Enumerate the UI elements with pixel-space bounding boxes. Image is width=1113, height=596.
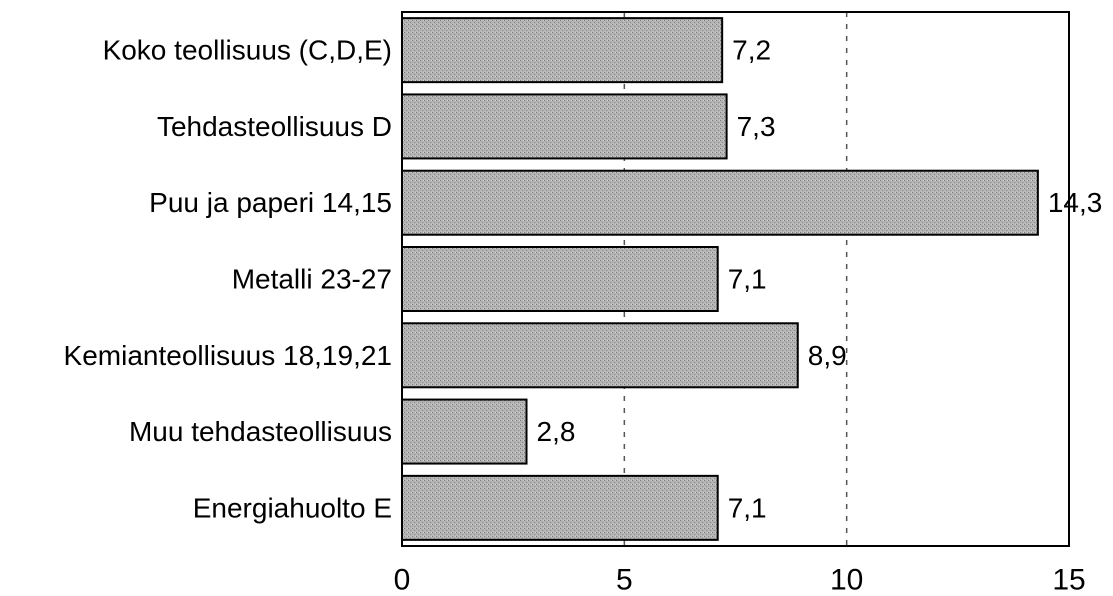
bar-5 [401, 322, 799, 389]
value-label-5: 8,9 [808, 340, 847, 371]
x-axis-ticks: 0 5 10 15 [394, 564, 1086, 596]
bar-1 [401, 17, 724, 84]
bar-4 [401, 246, 719, 312]
category-label-7: Energiahuolto E [193, 492, 392, 523]
value-label-7: 7,1 [728, 492, 767, 523]
bar-7 [401, 474, 719, 541]
category-labels: Koko teollisuus (C,D,E) Tehdasteollisuus … [64, 35, 392, 524]
value-label-4: 7,1 [728, 264, 767, 295]
value-label-3: 14,3 [1048, 187, 1103, 218]
category-label-5: Kemianteollisuus 18,19,21 [64, 340, 392, 371]
x-tick-label-15: 15 [1052, 564, 1085, 596]
x-tick-label-10: 10 [830, 564, 863, 596]
category-label-4: Metalli 23-27 [232, 264, 392, 295]
plot-area-frame [401, 11, 1070, 547]
category-label-6: Muu tehdasteollisuus [129, 416, 392, 447]
bar-3 [401, 169, 1039, 236]
bar-6 [401, 398, 528, 465]
value-label-1: 7,2 [732, 35, 771, 66]
category-label-1: Koko teollisuus (C,D,E) [103, 35, 392, 66]
category-label-2: Tehdasteollisuus D [157, 111, 392, 142]
bar-2 [401, 93, 728, 160]
bars [401, 17, 1039, 541]
x-tick-label-5: 5 [616, 564, 633, 596]
category-label-3: Puu ja paperi 14,15 [149, 187, 392, 218]
value-label-6: 2,8 [537, 416, 576, 447]
value-label-2: 7,3 [737, 111, 776, 142]
x-tick-label-0: 0 [394, 564, 411, 596]
value-labels: 7,2 7,3 14,3 7,1 8,9 2,8 7,1 [537, 35, 1103, 524]
